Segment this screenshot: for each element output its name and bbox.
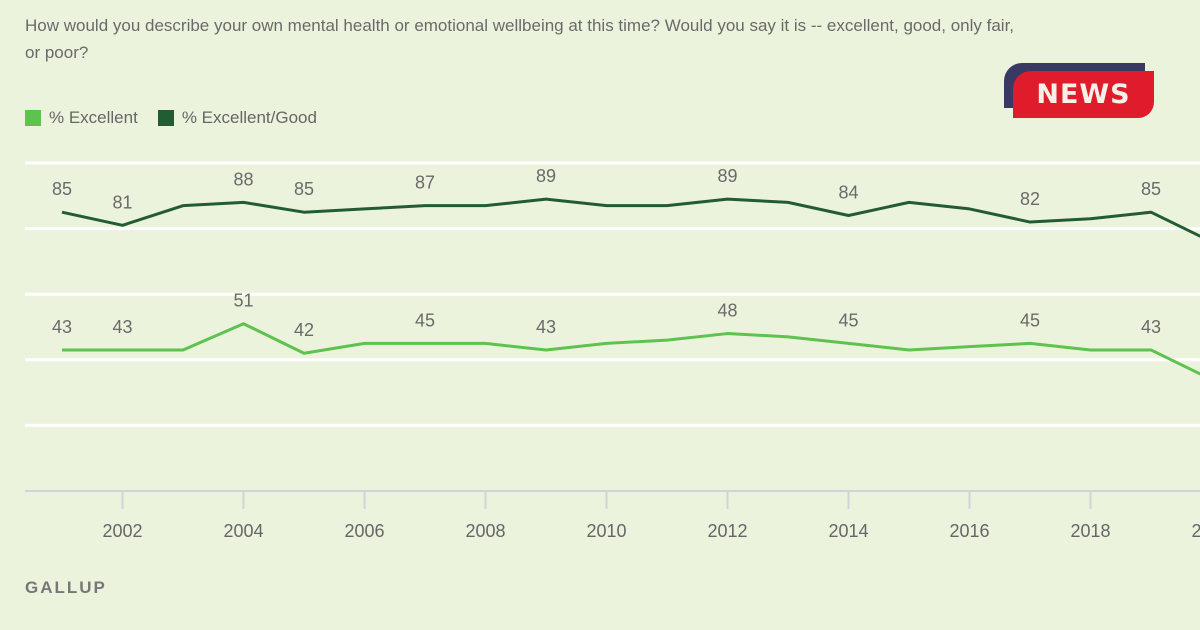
legend-label-excellent: % Excellent: [49, 108, 138, 127]
data-label: 43: [1141, 317, 1161, 337]
data-label: 87: [415, 173, 435, 193]
data-label: 48: [717, 301, 737, 321]
legend-swatch-excellent-good: [157, 110, 174, 126]
data-label: 45: [415, 310, 435, 330]
data-label: 43: [112, 317, 132, 337]
data-label: 89: [536, 166, 556, 186]
data-label: 81: [112, 192, 132, 212]
x-tick-label: 2016: [949, 521, 989, 541]
data-label: 51: [233, 291, 253, 311]
legend-item-excellent-good: % Excellent/Good: [157, 108, 317, 128]
data-label: 84: [838, 182, 858, 202]
legend-label-excellent-good: % Excellent/Good: [181, 108, 317, 127]
x-tick-label: 2010: [586, 521, 626, 541]
data-label: 88: [233, 169, 253, 189]
data-label: 85: [294, 179, 314, 199]
news-logo-text: NEWS: [1013, 71, 1154, 118]
x-tick-label: 2018: [1070, 521, 1110, 541]
data-label: 82: [1020, 189, 1040, 209]
legend: % Excellent % Excellent/Good: [25, 108, 317, 128]
data-label: 85: [1141, 179, 1161, 199]
x-tick-label: 2004: [223, 521, 263, 541]
data-label: 45: [838, 310, 858, 330]
data-label: 45: [1020, 310, 1040, 330]
x-tick-label: 2002: [102, 521, 142, 541]
series-line-excellent-good: [61, 197, 1200, 238]
data-label: 43: [52, 317, 72, 337]
news-logo: NEWS: [1004, 63, 1156, 119]
x-tick-label: 2008: [465, 521, 505, 541]
x-tick-label: 2020: [1191, 521, 1200, 541]
data-label: 85: [52, 179, 72, 199]
series-line-excellent: [62, 322, 1200, 376]
data-label: 43: [536, 317, 556, 337]
x-tick-label: 2012: [707, 521, 747, 541]
data-label: 42: [294, 320, 314, 340]
legend-item-excellent: % Excellent: [25, 108, 138, 128]
legend-swatch-excellent: [25, 110, 41, 126]
x-tick-label: 2006: [344, 521, 384, 541]
source-label: GALLUP: [25, 578, 107, 597]
data-label: 89: [717, 166, 737, 186]
x-tick-label: 2014: [828, 521, 868, 541]
chart-title: How would you describe your own mental h…: [25, 16, 1015, 62]
